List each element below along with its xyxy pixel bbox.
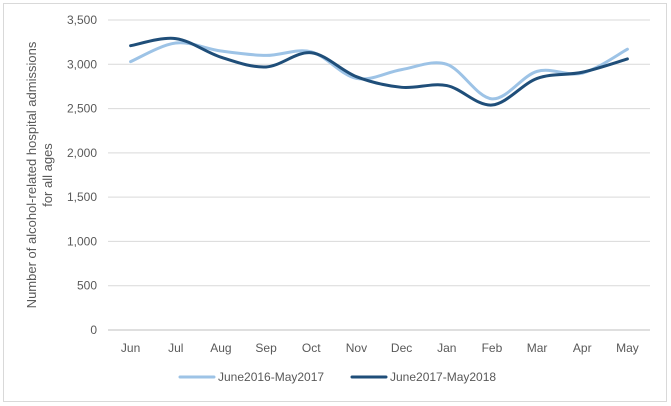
- chart-frame: [3, 3, 667, 402]
- x-tick-label: Sep: [255, 341, 277, 355]
- series-line-1: [129, 41, 629, 101]
- y-tick-label: 500: [77, 279, 97, 293]
- y-axis-title: Number of alcohol-related hospital admis…: [24, 41, 55, 308]
- y-tick-label: 0: [90, 323, 97, 337]
- y-axis-title-line: for all ages: [40, 143, 55, 207]
- y-tick-label: 2,500: [67, 102, 97, 116]
- y-tick-label: 1,500: [67, 190, 97, 204]
- y-tick-label: 3,500: [67, 13, 97, 27]
- legend-label: June2016-May2017: [218, 370, 324, 384]
- y-tick-label: 2,000: [67, 146, 97, 160]
- x-tick-label: Jul: [168, 341, 183, 355]
- legend-label: June2017-May2018: [390, 370, 496, 384]
- x-tick-label: May: [616, 341, 639, 355]
- x-tick-label: Jan: [437, 341, 456, 355]
- x-tick-label: Mar: [527, 341, 548, 355]
- gridlines: [108, 19, 650, 287]
- y-tick-label: 3,000: [67, 57, 97, 71]
- y-axis-title-line: Number of alcohol-related hospital admis…: [24, 41, 39, 308]
- x-tick-label: Nov: [346, 341, 367, 355]
- legend: June2016-May2017 June2017-May2018: [178, 370, 496, 384]
- x-tick-label: Aug: [210, 341, 231, 355]
- series-lines: [129, 36, 629, 107]
- x-tick-label: Oct: [302, 341, 321, 355]
- x-tick-label: Jun: [121, 341, 140, 355]
- y-axis-tick-labels: 0 500 1,000 1,500 2,000 2,500 3,000 3,500: [67, 13, 97, 337]
- x-axis-tick-labels: Jun Jul Aug Sep Oct Nov Dec Jan Feb Mar Apr May: [121, 341, 639, 355]
- x-tick-label: Apr: [573, 341, 592, 355]
- x-tick-label: Feb: [482, 341, 503, 355]
- series-line-2: [129, 36, 629, 107]
- y-tick-label: 1,000: [67, 234, 97, 248]
- x-tick-label: Dec: [391, 341, 412, 355]
